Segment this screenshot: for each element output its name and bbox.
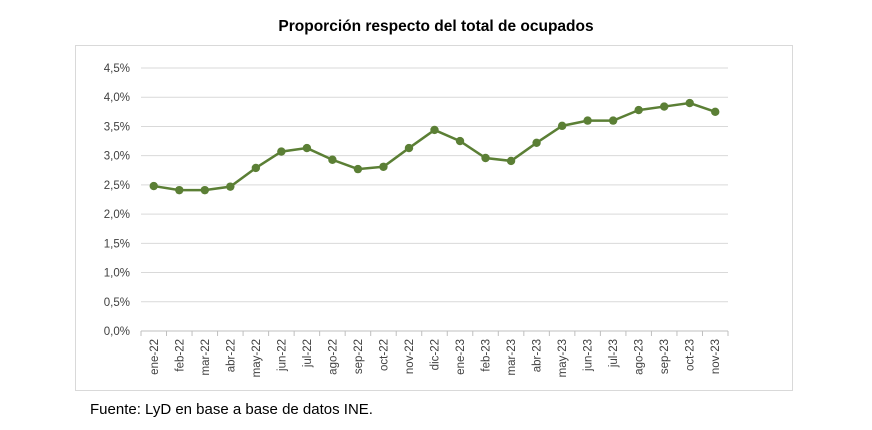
- data-point: [583, 116, 592, 125]
- x-tick-label: ene-22: [149, 339, 161, 375]
- y-tick-label: 2,5%: [104, 180, 130, 192]
- y-tick-label: 3,0%: [104, 151, 130, 163]
- data-point: [506, 156, 516, 166]
- chart-title: Proporción respecto del total de ocupado…: [278, 18, 594, 35]
- data-point: [251, 163, 261, 173]
- x-tick-label: nov-23: [710, 339, 722, 374]
- y-tick-label: 4,0%: [104, 92, 130, 104]
- x-tick-label: jun-22: [276, 339, 288, 372]
- data-point: [328, 155, 337, 164]
- y-tick-label: 0,0%: [104, 326, 130, 338]
- series-line: [153, 101, 716, 192]
- x-tick-label: ago-23: [634, 339, 646, 375]
- data-point: [149, 181, 158, 191]
- data-point: [481, 153, 490, 163]
- data-point: [455, 136, 465, 146]
- x-tick-label: oct-22: [378, 339, 390, 371]
- x-tick-label: nov-22: [404, 339, 416, 374]
- x-tick-label: may-22: [251, 339, 263, 377]
- x-tick-label: mar-23: [506, 339, 518, 375]
- data-point: [175, 185, 184, 195]
- data-point: [200, 185, 210, 195]
- y-tick-label: 2,0%: [104, 209, 130, 221]
- x-tick-label: oct-23: [685, 339, 697, 371]
- y-tick-label: 1,0%: [104, 268, 130, 280]
- source-note: Fuente: LyD en base a base de datos INE.: [90, 401, 373, 418]
- data-point: [226, 182, 235, 191]
- x-tick-label: ago-22: [327, 339, 339, 375]
- data-point: [608, 116, 618, 125]
- y-tick-label: 0,5%: [104, 297, 130, 309]
- data-point: [659, 102, 669, 111]
- x-tick-label: dic-22: [430, 339, 442, 370]
- y-tick-label: 1,5%: [104, 238, 130, 250]
- data-point: [302, 143, 312, 153]
- data-point: [353, 164, 363, 174]
- x-tick-label: feb-23: [481, 339, 493, 372]
- chart-frame: [75, 45, 793, 391]
- x-tick-label: mar-22: [200, 339, 212, 375]
- x-tick-label: jul-23: [608, 339, 620, 368]
- x-tick-label: jun-23: [583, 339, 595, 372]
- y-tick-label: 4,5%: [104, 63, 130, 75]
- y-tick-label: 3,5%: [104, 121, 130, 133]
- x-tick-label: abr-23: [532, 339, 544, 372]
- data-point: [430, 125, 439, 135]
- x-tick-label: feb-22: [174, 339, 186, 372]
- data-point: [532, 138, 541, 148]
- x-tick-label: sep-22: [353, 339, 365, 374]
- data-point: [634, 105, 643, 115]
- data-point: [685, 98, 694, 108]
- x-tick-label: ene-23: [455, 339, 467, 375]
- data-point: [711, 107, 720, 117]
- data-point: [277, 147, 286, 156]
- data-point: [379, 162, 388, 171]
- x-tick-label: abr-22: [225, 339, 237, 372]
- x-tick-label: jul-22: [302, 339, 314, 368]
- x-tick-label: may-23: [557, 339, 569, 377]
- data-point: [557, 121, 567, 131]
- x-tick-label: sep-23: [659, 339, 671, 374]
- data-point: [404, 143, 414, 153]
